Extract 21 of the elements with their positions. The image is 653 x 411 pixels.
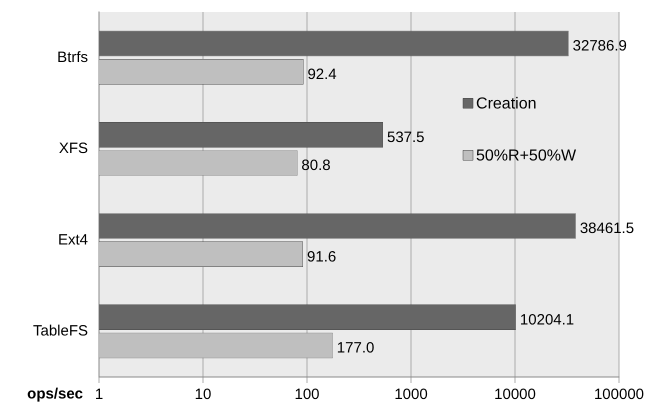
data-label: 177.0 xyxy=(336,340,374,357)
x-axis-title: ops/sec xyxy=(27,386,84,403)
data-label: 38461.5 xyxy=(580,220,634,238)
x-tick-label: 100000 xyxy=(594,386,644,404)
legend-label: 50%R+50%W xyxy=(476,148,577,165)
y-tick-label: XFS xyxy=(58,140,88,158)
y-tick-label: Ext4 xyxy=(58,231,88,248)
data-label: 537.5 xyxy=(386,128,425,146)
data-label: 80.8 xyxy=(301,157,331,174)
x-tick-label: 1 xyxy=(94,386,104,404)
data-label: 92.4 xyxy=(307,66,337,83)
y-tick-label: Btrfs xyxy=(57,48,88,66)
legend-label: Creation xyxy=(476,96,536,113)
y-tick-label: TableFS xyxy=(32,322,88,340)
x-tick-label: 10000 xyxy=(494,386,536,404)
x-tick-label: 100 xyxy=(294,386,320,404)
x-tick-label: 1000 xyxy=(394,386,428,404)
data-label: 10204.1 xyxy=(520,311,574,328)
data-label: 32786.9 xyxy=(572,38,627,55)
x-tick-label: 10 xyxy=(194,386,212,404)
data-label: 91.6 xyxy=(307,248,336,266)
